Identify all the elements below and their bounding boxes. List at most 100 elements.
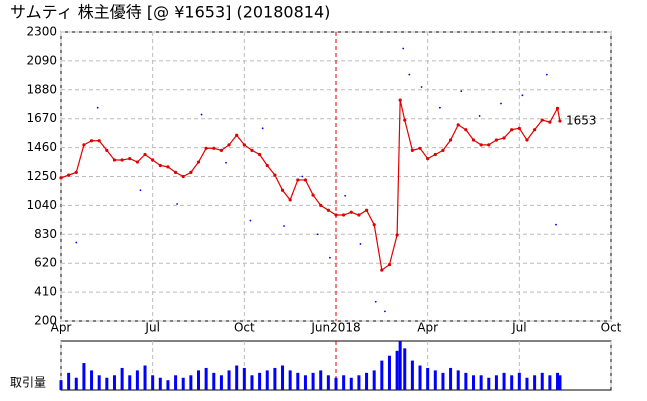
y-tick-label: 2300	[26, 25, 57, 39]
volume-bar	[189, 375, 193, 390]
price-dot	[82, 143, 86, 147]
price-dot	[380, 268, 384, 272]
volume-bar	[242, 367, 246, 390]
volume-bar	[288, 370, 292, 390]
price-dot	[258, 152, 262, 157]
price-dot	[280, 188, 285, 192]
price-dot	[525, 138, 529, 142]
y-tick-label: 1670	[26, 111, 57, 125]
volume-bar	[510, 375, 514, 390]
volume-bar	[265, 370, 269, 390]
price-dot	[227, 143, 231, 147]
y-tick-label: 1040	[26, 198, 57, 212]
price-dot	[173, 170, 178, 174]
volume-bar	[319, 370, 323, 390]
scatter-dot	[261, 127, 264, 130]
price-dot	[319, 203, 323, 207]
volume-bar	[456, 370, 460, 390]
price-dot	[128, 157, 132, 161]
price-dot	[235, 133, 239, 137]
volume-bar	[105, 377, 109, 390]
volume-bar	[494, 375, 498, 390]
y-tick-label: 830	[34, 227, 57, 241]
volume-bar	[387, 355, 391, 390]
price-dot	[349, 210, 353, 214]
price-dot	[105, 148, 109, 152]
price-dot	[196, 160, 201, 164]
price-dot	[410, 148, 414, 152]
price-dot	[418, 146, 422, 150]
scatter-dot	[359, 243, 362, 245]
price-dot	[364, 208, 369, 212]
volume-bar	[487, 377, 491, 390]
scatter-dot	[478, 115, 481, 117]
y-tick-label: 1460	[26, 140, 57, 154]
scatter-dot	[408, 73, 411, 76]
price-dot	[357, 213, 361, 217]
price-dot	[558, 119, 562, 123]
price-dot	[181, 174, 185, 179]
price-dot	[342, 213, 346, 217]
price-dot	[334, 213, 338, 217]
scatter-dot	[96, 106, 99, 109]
volume-bar	[403, 348, 407, 390]
volume-bar	[556, 372, 560, 390]
price-dot	[97, 139, 101, 143]
y-tick-label: 1880	[26, 82, 57, 96]
y-tick-label: 620	[34, 256, 57, 270]
scatter-dot	[383, 310, 386, 313]
price-dot	[398, 98, 402, 102]
volume-bar	[258, 372, 262, 390]
volume-bar	[59, 380, 63, 390]
price-dot	[448, 138, 453, 142]
price-dot	[219, 148, 224, 152]
x-tick-label: Apr	[51, 321, 72, 335]
price-dot	[548, 120, 552, 124]
volume-bar	[349, 377, 353, 390]
volume-bar	[135, 370, 139, 390]
price-dot	[265, 163, 269, 168]
scatter-dot	[555, 223, 557, 226]
volume-bar	[303, 375, 307, 390]
price-dot	[143, 152, 147, 157]
price-dot	[517, 126, 521, 130]
price-dot	[372, 223, 376, 227]
volume-bar	[380, 360, 384, 390]
scatter-dot	[521, 94, 524, 97]
volume-bar	[517, 372, 521, 390]
volume-bar	[326, 375, 330, 390]
x-tick-label: Jul	[144, 321, 159, 335]
volume-bar	[181, 377, 185, 390]
scatter-dot	[344, 194, 347, 197]
volume-bar	[398, 341, 402, 390]
price-dot	[135, 160, 139, 164]
price-dot	[189, 170, 193, 174]
volume-bar	[250, 375, 254, 390]
price-dot	[120, 158, 124, 162]
volume-bar	[449, 367, 453, 390]
price-dot	[311, 193, 315, 197]
price-dot	[510, 128, 514, 132]
x-tick-label: Apr	[417, 321, 438, 335]
volume-bar	[90, 370, 94, 390]
price-dot	[540, 118, 544, 122]
volume-bar	[67, 372, 71, 390]
price-dot	[166, 165, 170, 169]
volume-bar	[558, 375, 562, 390]
scatter-dot	[374, 300, 377, 303]
volume-bar	[82, 363, 86, 390]
price-dot	[250, 148, 254, 152]
price-dot	[112, 158, 117, 162]
volume-bar	[311, 372, 315, 390]
volume-bar	[426, 367, 430, 390]
price-dot	[242, 143, 246, 147]
volume-bar	[74, 377, 78, 390]
scatter-dot	[225, 161, 227, 164]
price-dot	[487, 143, 491, 147]
scatter-dot	[249, 219, 252, 222]
scatter-dot	[460, 90, 463, 93]
volume-bar	[464, 372, 468, 390]
price-dot	[502, 136, 506, 140]
y-tick-label: 1250	[26, 169, 57, 183]
